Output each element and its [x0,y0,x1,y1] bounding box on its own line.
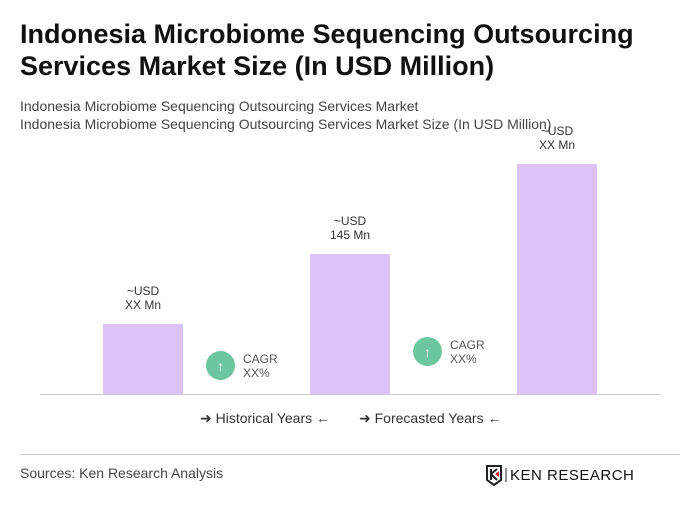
bar [310,254,390,394]
cagr-value: XX% [243,365,270,380]
chart-title: Indonesia Microbiome Sequencing Outsourc… [20,19,634,81]
svg-text:KEN RESEARCH: KEN RESEARCH [510,467,634,484]
arrow-up-icon: ↑ [206,351,235,380]
source: Sources: Ken Research Analysis [20,465,224,481]
data-label-line: ~USD [333,214,367,228]
data-label-value: 145 Mn [329,228,371,242]
legend-forecasted: ➜ Forecasted Years ← [359,410,501,427]
cagr-badge: ↑ CAGR XX% [206,351,278,380]
data-label: ~USD 145 Mn [290,214,410,242]
bar [103,324,183,394]
arrow-right-icon: ➜ [200,410,216,426]
cagr-label: CAGR [243,351,278,366]
arrow-left-icon: ← [483,410,502,426]
legend-label: Forecasted Years [374,410,484,426]
data-label-value: XX Mn [124,298,161,313]
data-label: ~USD XX Mn [497,124,617,152]
legend-label: Historical Years [215,410,313,426]
subtitle-2: Indonesia Microbiome Sequencing Outsourc… [20,116,552,132]
legend-historical: ➜ Historical Years ← [200,410,330,427]
data-label: ~USD XX Mn [83,284,203,312]
data-label-line: ~USD [540,124,574,139]
arrow-right-icon: ➜ [359,410,375,426]
subtitle: Indonesia Microbiome Sequencing Outsourc… [20,98,419,114]
data-label-line: ~USD [126,284,160,299]
data-label-value: XX Mn [538,138,575,153]
arrow-up-icon: ↑ [413,337,442,366]
arrow-left-icon: ← [312,410,331,426]
x-axis [40,394,660,395]
ken-research-logo: KEN RESEARCH [486,464,656,486]
divider [20,454,680,455]
cagr-label: CAGR [450,337,485,352]
bar [517,164,597,394]
cagr-badge: ↑ CAGR XX% [413,337,485,366]
cagr-value: XX% [450,351,477,366]
